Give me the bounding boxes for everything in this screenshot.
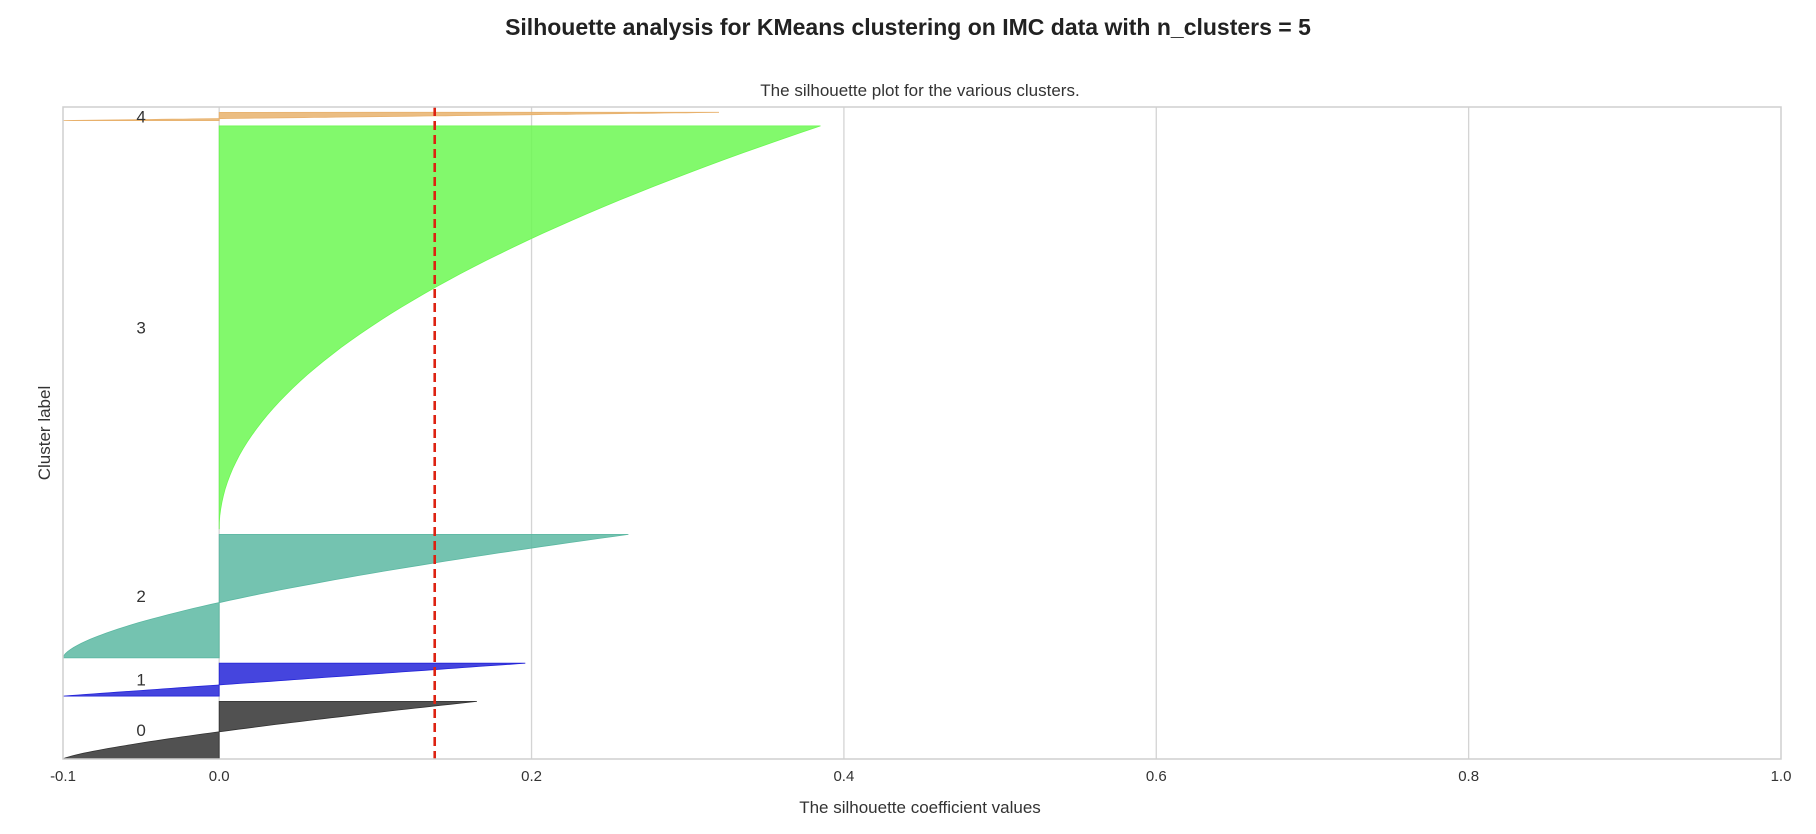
x-ticks: -0.1 0.0 0.2 0.4 0.6 0.8 1.0 bbox=[50, 768, 1791, 785]
x-tick-label: 0.6 bbox=[1146, 768, 1167, 785]
cluster-1-silhouette bbox=[62, 662, 526, 697]
cluster-2-silhouette bbox=[62, 533, 629, 659]
x-tick-label: 0.2 bbox=[521, 768, 542, 785]
cluster-0-silhouette bbox=[62, 701, 477, 760]
cluster-4-silhouette bbox=[62, 111, 720, 121]
y-axis-label: Cluster label bbox=[35, 386, 54, 481]
plot-frame bbox=[62, 106, 1782, 760]
x-tick-label: 0.0 bbox=[209, 768, 230, 785]
x-tick-label: 0.8 bbox=[1458, 768, 1479, 785]
cluster-label-3: 3 bbox=[136, 318, 145, 337]
cluster-3-silhouette bbox=[218, 125, 821, 530]
x-tick-label: 1.0 bbox=[1771, 768, 1792, 785]
cluster-label-4: 4 bbox=[136, 107, 145, 126]
silhouette-areas bbox=[62, 111, 821, 760]
chart-subtitle: The silhouette plot for the various clus… bbox=[760, 81, 1079, 100]
cluster-labels: 0 1 2 3 4 bbox=[136, 107, 145, 740]
cluster-label-2: 2 bbox=[136, 587, 145, 606]
x-tick-label: -0.1 bbox=[50, 768, 76, 785]
cluster-label-1: 1 bbox=[136, 671, 145, 690]
figure-title: Silhouette analysis for KMeans clusterin… bbox=[505, 14, 1311, 40]
x-axis-label: The silhouette coefficient values bbox=[799, 798, 1041, 817]
x-tick-label: 0.4 bbox=[833, 768, 854, 785]
cluster-label-0: 0 bbox=[136, 721, 145, 740]
